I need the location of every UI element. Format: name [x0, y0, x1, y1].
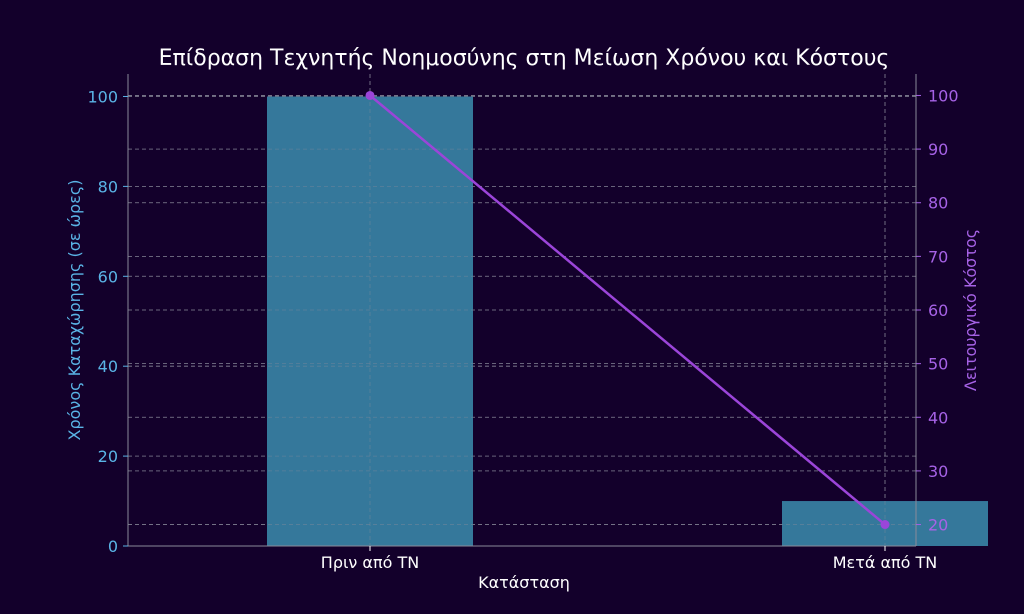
right-tick-label: 100	[928, 86, 959, 105]
left-tick-label: 80	[98, 177, 118, 196]
series-line	[369, 94, 886, 526]
left-tick-label: 60	[98, 267, 118, 286]
line-series	[365, 90, 890, 530]
right-tick-label: 70	[928, 247, 948, 266]
left-tick-label: 100	[87, 87, 118, 106]
right-tick-label: 50	[928, 355, 948, 374]
right-tick-label: 80	[928, 194, 948, 213]
data-point	[880, 520, 890, 530]
data-point	[365, 90, 375, 100]
left-tick-label: 0	[108, 537, 118, 556]
x-axis-label: Κατάσταση	[478, 573, 570, 592]
right-axis-label: Λειτουργικό Κόστος	[961, 229, 980, 391]
x-tick-label: Πριν από ΤΝ	[321, 553, 419, 572]
left-axis-label: Χρόνος Καταχώρησης (σε ώρες)	[65, 180, 84, 441]
right-tick-label: 30	[928, 462, 948, 481]
bar	[267, 96, 473, 546]
right-tick-label: 20	[928, 516, 948, 535]
right-tick-label: 40	[928, 408, 948, 427]
left-tick-label: 20	[98, 447, 118, 466]
chart-title: Επίδραση Τεχνητής Νοημοσύνης στη Μείωση …	[159, 46, 890, 71]
x-axis: Πριν από ΤΝ Μετά από ΤΝ	[128, 545, 938, 572]
x-tick-label: Μετά από ΤΝ	[833, 553, 938, 572]
bar-series	[128, 74, 988, 547]
right-axis: 20 30 40 50 60 70 80 90 100	[915, 74, 959, 546]
left-axis: 0 20 40 60 80 100	[87, 74, 129, 556]
right-tick-label: 90	[928, 140, 948, 159]
right-tick-label: 60	[928, 301, 948, 320]
left-tick-label: 40	[98, 357, 118, 376]
